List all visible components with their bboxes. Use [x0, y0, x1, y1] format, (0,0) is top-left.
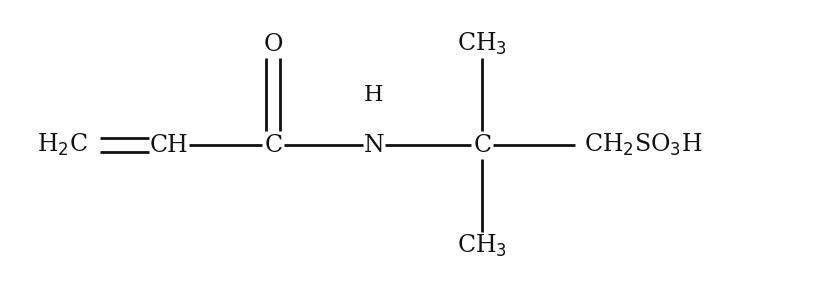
Text: N: N	[363, 133, 384, 157]
Text: CH$_2$SO$_3$H: CH$_2$SO$_3$H	[584, 132, 702, 158]
Text: H: H	[364, 84, 383, 106]
Text: C: C	[265, 133, 283, 157]
Text: O: O	[264, 33, 283, 56]
Text: CH$_3$: CH$_3$	[457, 233, 508, 259]
Text: CH$_3$: CH$_3$	[457, 31, 508, 57]
Text: H$_2$C: H$_2$C	[37, 132, 87, 158]
Text: CH: CH	[149, 133, 188, 157]
Text: C: C	[473, 133, 491, 157]
